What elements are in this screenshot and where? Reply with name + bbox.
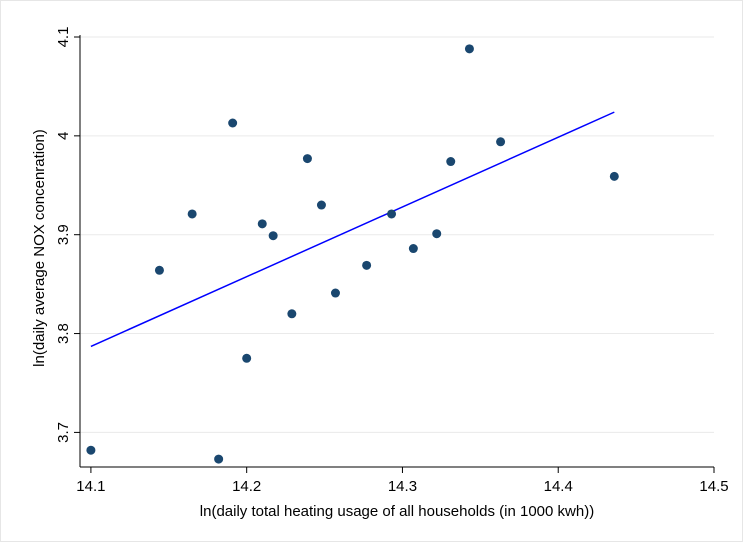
x-tick-label: 14.1 [76, 478, 105, 495]
data-point [268, 231, 278, 241]
data-point [362, 260, 372, 270]
data-point [242, 353, 252, 363]
x-tick-label: 14.5 [699, 478, 728, 495]
data-point [316, 200, 326, 210]
x-tick-label: 14.3 [388, 478, 417, 495]
y-tick-label: 3.9 [55, 224, 72, 245]
data-point [214, 454, 224, 464]
fit-line [90, 111, 615, 348]
data-point [228, 118, 238, 128]
data-point [86, 445, 96, 455]
data-point [287, 309, 297, 319]
x-tick-label: 14.4 [544, 478, 573, 495]
data-point [330, 288, 340, 298]
data-point [187, 209, 197, 219]
data-point [432, 229, 442, 239]
data-point [154, 265, 164, 275]
y-tick-label: 3.7 [55, 422, 72, 443]
data-point [609, 171, 619, 181]
data-point [387, 209, 397, 219]
data-point [464, 44, 474, 54]
x-axis-label: ln(daily total heating usage of all hous… [200, 503, 594, 520]
y-axis-label: ln(daily average NOX concenration) [31, 129, 48, 367]
y-tick-label: 4 [55, 132, 72, 140]
data-point [257, 219, 267, 229]
y-tick-label: 4.1 [55, 27, 72, 48]
x-tick-label: 14.2 [232, 478, 261, 495]
data-point [302, 154, 312, 164]
data-point [408, 244, 418, 254]
data-point [496, 137, 506, 147]
y-tick-label: 3.8 [55, 323, 72, 344]
data-point [446, 157, 456, 167]
